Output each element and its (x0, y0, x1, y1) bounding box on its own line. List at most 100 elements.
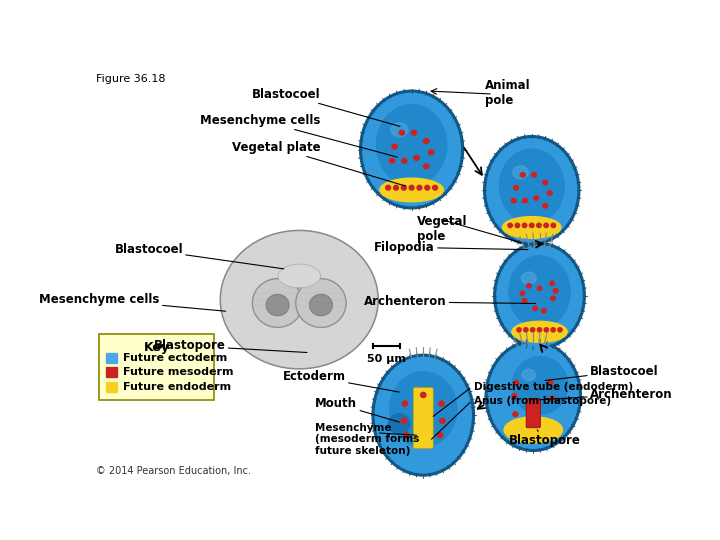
Ellipse shape (551, 296, 556, 300)
Ellipse shape (537, 286, 542, 291)
Ellipse shape (537, 328, 541, 332)
Ellipse shape (266, 294, 289, 316)
Ellipse shape (558, 328, 562, 332)
Ellipse shape (388, 414, 410, 434)
Ellipse shape (390, 372, 457, 447)
Ellipse shape (531, 412, 536, 416)
Ellipse shape (508, 223, 513, 227)
Ellipse shape (554, 289, 558, 293)
Ellipse shape (253, 279, 302, 327)
Text: Mouth: Mouth (315, 397, 399, 422)
Ellipse shape (520, 291, 525, 295)
Ellipse shape (391, 123, 408, 137)
Ellipse shape (380, 178, 444, 202)
Ellipse shape (517, 328, 521, 332)
Ellipse shape (423, 139, 429, 144)
Ellipse shape (420, 393, 426, 397)
Ellipse shape (404, 433, 409, 438)
Ellipse shape (541, 309, 546, 313)
Ellipse shape (515, 223, 520, 227)
Ellipse shape (531, 173, 536, 177)
Text: Filopodia: Filopodia (374, 241, 528, 254)
Ellipse shape (513, 186, 518, 190)
Ellipse shape (526, 284, 531, 288)
Text: Blastocoel: Blastocoel (114, 243, 284, 269)
Ellipse shape (428, 150, 434, 154)
Text: Ectoderm: Ectoderm (283, 370, 399, 392)
Ellipse shape (488, 343, 578, 448)
Ellipse shape (402, 401, 408, 406)
Ellipse shape (394, 185, 398, 190)
Ellipse shape (513, 166, 528, 179)
Ellipse shape (512, 356, 568, 414)
Ellipse shape (423, 164, 429, 169)
Ellipse shape (409, 185, 414, 190)
Text: Future ectoderm: Future ectoderm (122, 353, 227, 363)
Ellipse shape (399, 130, 405, 135)
Text: Blastocoel: Blastocoel (251, 87, 400, 126)
Bar (106, 367, 117, 377)
Text: Future mesoderm: Future mesoderm (122, 367, 233, 377)
Ellipse shape (494, 242, 585, 349)
FancyBboxPatch shape (413, 388, 433, 448)
Ellipse shape (487, 139, 577, 242)
Ellipse shape (500, 149, 564, 224)
Ellipse shape (417, 185, 422, 190)
Text: Animal
pole: Animal pole (485, 79, 531, 107)
Ellipse shape (544, 328, 549, 332)
Ellipse shape (534, 196, 539, 200)
Ellipse shape (390, 158, 395, 163)
Ellipse shape (433, 185, 438, 190)
Ellipse shape (503, 217, 561, 238)
Text: Mesenchyme cells: Mesenchyme cells (40, 293, 225, 311)
Ellipse shape (504, 417, 562, 443)
Text: Blastopore: Blastopore (509, 430, 581, 447)
Ellipse shape (548, 381, 553, 385)
Ellipse shape (513, 412, 518, 416)
Ellipse shape (414, 156, 419, 160)
Ellipse shape (547, 191, 552, 195)
Ellipse shape (372, 354, 474, 476)
Ellipse shape (439, 401, 444, 406)
Ellipse shape (533, 306, 538, 310)
Ellipse shape (529, 223, 534, 227)
Ellipse shape (550, 281, 554, 286)
Text: Anus (from blastopore): Anus (from blastopore) (474, 395, 611, 406)
Ellipse shape (363, 93, 461, 206)
Bar (106, 382, 117, 392)
Ellipse shape (522, 223, 527, 227)
Ellipse shape (296, 279, 346, 327)
Text: Future endoderm: Future endoderm (122, 382, 230, 392)
Text: Figure 36.18: Figure 36.18 (96, 74, 166, 84)
Ellipse shape (512, 321, 567, 342)
Ellipse shape (521, 272, 536, 285)
Ellipse shape (402, 158, 407, 163)
Text: Archenteron: Archenteron (364, 295, 536, 308)
Ellipse shape (512, 394, 517, 399)
Ellipse shape (514, 381, 518, 385)
Text: Blastopore: Blastopore (154, 339, 307, 353)
Ellipse shape (360, 90, 464, 209)
Text: Key: Key (144, 341, 170, 354)
Ellipse shape (536, 223, 541, 227)
Ellipse shape (549, 396, 554, 401)
Ellipse shape (551, 328, 555, 332)
Ellipse shape (523, 328, 528, 332)
FancyBboxPatch shape (526, 399, 541, 428)
Ellipse shape (425, 185, 430, 190)
Text: 50 μm: 50 μm (366, 354, 405, 363)
Ellipse shape (310, 294, 333, 316)
Ellipse shape (551, 223, 556, 227)
Ellipse shape (544, 223, 549, 227)
Text: Archenteron: Archenteron (539, 388, 672, 401)
Ellipse shape (222, 232, 377, 367)
Ellipse shape (392, 144, 397, 149)
Text: Digestive tube (endoderm): Digestive tube (endoderm) (474, 382, 633, 392)
Ellipse shape (511, 198, 516, 203)
Ellipse shape (509, 256, 570, 328)
Ellipse shape (401, 185, 406, 190)
Text: Vegetal plate: Vegetal plate (232, 141, 405, 186)
Text: Blastocoel: Blastocoel (545, 364, 659, 381)
Ellipse shape (438, 433, 443, 438)
Ellipse shape (543, 180, 548, 185)
